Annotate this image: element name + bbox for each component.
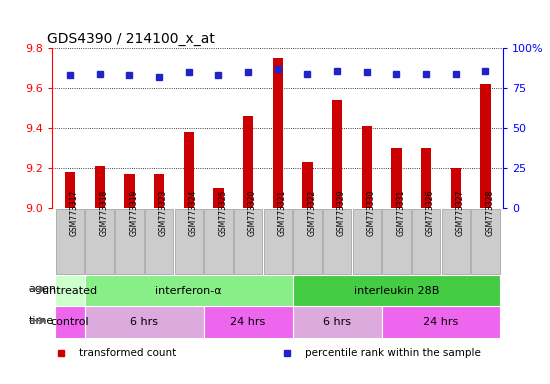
Text: GSM773321: GSM773321 xyxy=(278,189,287,235)
Bar xyxy=(56,209,84,273)
Text: 24 hrs: 24 hrs xyxy=(424,317,459,327)
Text: GSM773329: GSM773329 xyxy=(337,189,346,236)
Bar xyxy=(204,209,233,273)
Text: percentile rank within the sample: percentile rank within the sample xyxy=(305,348,481,358)
Bar xyxy=(115,209,144,273)
Text: GSM773320: GSM773320 xyxy=(248,189,257,236)
Text: GSM773317: GSM773317 xyxy=(70,189,79,236)
Text: untreated: untreated xyxy=(42,286,97,296)
Bar xyxy=(95,166,105,208)
Text: GSM773331: GSM773331 xyxy=(397,189,405,236)
Bar xyxy=(174,209,203,273)
Bar xyxy=(353,209,381,273)
Text: GSM773328: GSM773328 xyxy=(486,189,494,235)
Text: GSM773327: GSM773327 xyxy=(456,189,465,236)
Bar xyxy=(85,306,204,338)
Bar xyxy=(293,275,500,306)
Bar xyxy=(55,306,85,338)
Text: time: time xyxy=(29,316,54,326)
Text: GDS4390 / 214100_x_at: GDS4390 / 214100_x_at xyxy=(47,33,214,46)
Bar xyxy=(323,209,351,273)
Bar xyxy=(204,306,293,338)
Bar xyxy=(361,126,372,208)
Text: 6 hrs: 6 hrs xyxy=(130,317,158,327)
Bar xyxy=(65,172,75,208)
Bar xyxy=(412,209,441,273)
Bar xyxy=(382,306,500,338)
Text: GSM773324: GSM773324 xyxy=(189,189,198,236)
Text: GSM773326: GSM773326 xyxy=(426,189,435,236)
Text: 24 hrs: 24 hrs xyxy=(230,317,266,327)
Bar xyxy=(243,116,253,208)
Bar xyxy=(421,148,431,208)
Bar xyxy=(55,275,85,306)
Text: GSM773322: GSM773322 xyxy=(307,189,316,235)
Text: GSM773319: GSM773319 xyxy=(129,189,139,236)
Bar xyxy=(85,209,114,273)
Bar xyxy=(382,209,411,273)
Bar xyxy=(332,100,342,208)
Text: agent: agent xyxy=(29,284,61,294)
Text: 6 hrs: 6 hrs xyxy=(323,317,351,327)
Text: GSM773330: GSM773330 xyxy=(367,189,376,236)
Bar xyxy=(273,58,283,208)
Bar xyxy=(450,168,461,208)
Text: control: control xyxy=(51,317,89,327)
Text: interleukin 28B: interleukin 28B xyxy=(354,286,439,296)
Bar xyxy=(480,84,491,208)
Bar xyxy=(302,162,312,208)
Text: GSM773318: GSM773318 xyxy=(100,189,109,235)
Text: transformed count: transformed count xyxy=(79,348,177,358)
Text: GSM773325: GSM773325 xyxy=(218,189,227,236)
Bar xyxy=(471,209,500,273)
Bar xyxy=(85,275,293,306)
Bar xyxy=(213,188,224,208)
Bar xyxy=(124,174,135,208)
Bar xyxy=(293,306,382,338)
Bar xyxy=(263,209,292,273)
Bar xyxy=(293,209,322,273)
Text: interferon-α: interferon-α xyxy=(156,286,222,296)
Bar xyxy=(145,209,173,273)
Bar xyxy=(154,174,164,208)
Bar xyxy=(442,209,470,273)
Bar xyxy=(234,209,262,273)
Bar xyxy=(184,132,194,208)
Bar xyxy=(391,148,401,208)
Text: GSM773323: GSM773323 xyxy=(159,189,168,236)
